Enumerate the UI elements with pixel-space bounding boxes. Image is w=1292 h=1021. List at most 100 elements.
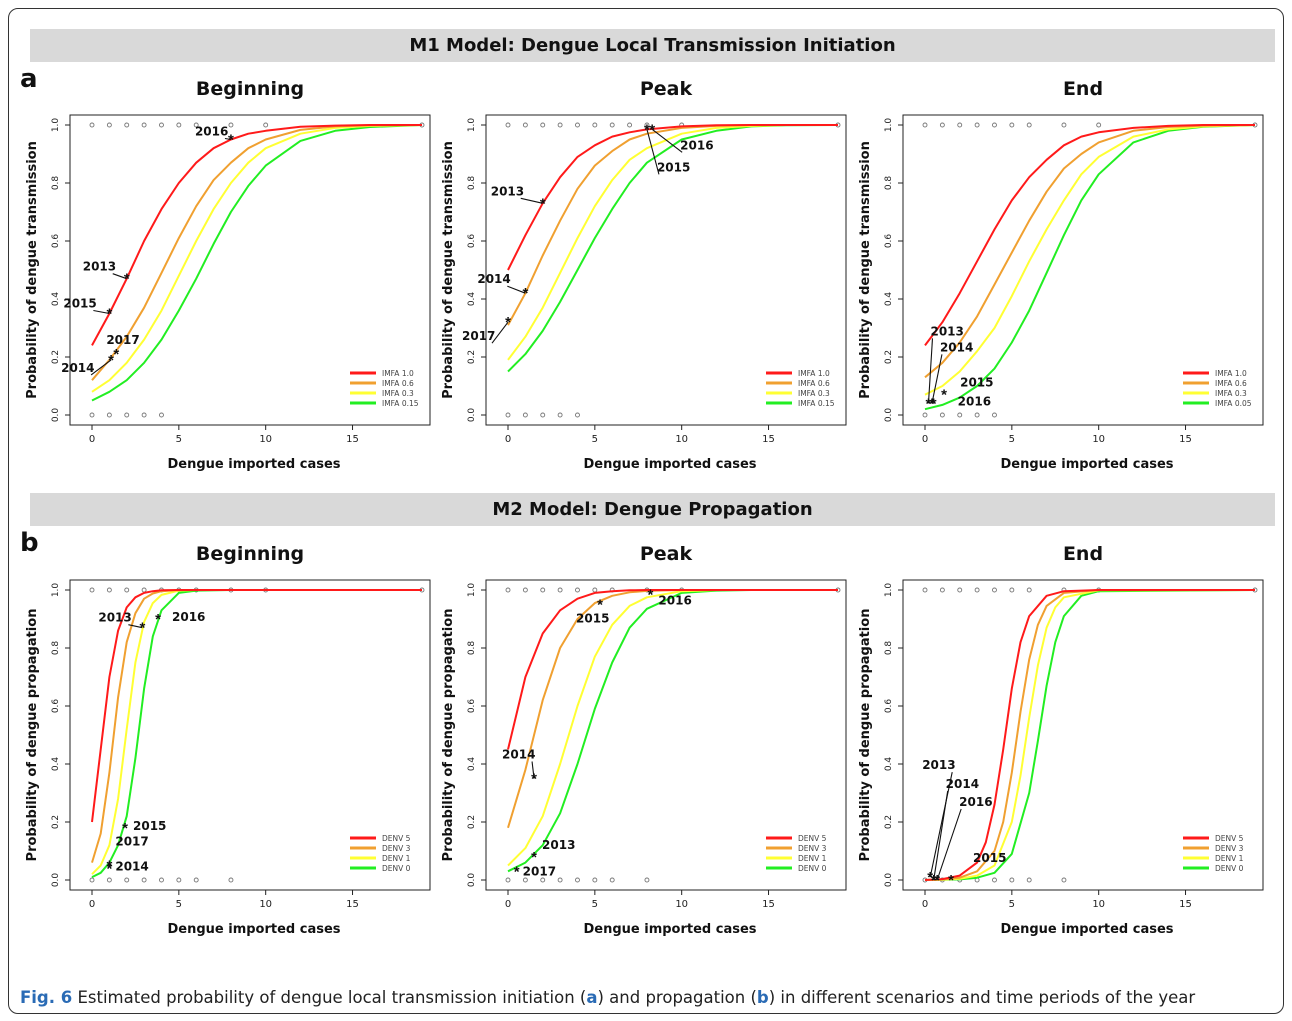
y-tick-label: 0.2: [884, 350, 894, 364]
year-point-label: 2013: [922, 758, 955, 772]
caption-lead: Fig. 6: [20, 988, 73, 1007]
observation-point: [644, 122, 650, 128]
series-line: [924, 589, 1255, 881]
series-line: [507, 124, 838, 271]
year-point-label: 2017: [115, 835, 148, 849]
point-leader-line: [651, 128, 683, 153]
y-axis-label: Probability of dengue transmission: [858, 141, 873, 399]
x-tick-label: 5: [176, 899, 182, 910]
y-tick-label: 0.2: [467, 350, 477, 364]
legend-label: DENV 5: [382, 834, 411, 843]
legend-label: DENV 3: [1215, 844, 1244, 853]
y-tick-label: 1.0: [884, 118, 894, 133]
x-tick-label: 0: [922, 434, 928, 445]
observation-point: [557, 877, 563, 883]
x-tick-label: 15: [346, 434, 359, 445]
observation-point: [540, 412, 546, 418]
observation-point: [193, 877, 199, 883]
caption-part-bold: a: [586, 988, 598, 1007]
observation-point: [159, 122, 164, 128]
observation-point: [106, 122, 112, 128]
y-tick-label: 0.4: [884, 757, 894, 772]
observation-point: [106, 877, 112, 883]
chart-m1-beginning: Beginning 0.0 0.2 0.4 0.6 0.8 1.0 0 5 10 15 Dengue …: [22, 75, 442, 475]
year-point-label: 2016: [958, 394, 991, 408]
x-axis-label: Dengue imported cases: [167, 922, 340, 937]
observation-point: [176, 877, 182, 883]
caption-text: Estimated probability of dengue local tr…: [72, 988, 1195, 1007]
point-leader-line: [224, 137, 232, 141]
legend-label: DENV 3: [798, 844, 827, 853]
y-axis-label: Probability of dengue propagation: [858, 609, 873, 862]
y-tick-label: 0.4: [467, 757, 477, 772]
y-tick-label: 0.6: [51, 699, 61, 714]
x-tick-label: 5: [592, 899, 598, 910]
year-point-marker: *: [139, 620, 145, 637]
year-point-marker: *: [931, 872, 937, 889]
x-tick-label: 0: [505, 899, 511, 910]
observation-point: [1009, 122, 1015, 128]
year-point-label: 2014: [502, 748, 535, 762]
series-line: [507, 124, 838, 326]
y-tick-label: 0.6: [467, 699, 477, 714]
observation-point: [522, 412, 528, 418]
y-axis-label: Probability of dengue propagation: [441, 609, 456, 862]
observation-point: [522, 877, 528, 883]
year-point-label: 2016: [680, 138, 713, 152]
year-point-label: 2013: [98, 611, 131, 625]
x-tick-label: 10: [259, 899, 272, 910]
observation-point: [974, 587, 980, 593]
observation-point: [540, 877, 546, 883]
series-line: [507, 124, 838, 361]
y-tick-label: 1.0: [51, 583, 61, 598]
plot-frame: [69, 579, 431, 891]
y-tick-label: 0.8: [467, 176, 477, 191]
y-tick-label: 0.4: [884, 292, 894, 307]
observation-point: [992, 587, 997, 593]
observation-point: [124, 877, 130, 883]
y-tick-label: 0.6: [884, 234, 894, 249]
point-leader-line: [931, 354, 943, 404]
year-point-marker: *: [505, 314, 511, 331]
y-tick-label: 0.6: [51, 234, 61, 249]
y-tick-label: 0.2: [51, 350, 61, 364]
observation-point: [1061, 122, 1067, 128]
y-tick-label: 0.4: [467, 292, 477, 307]
observation-point: [106, 412, 112, 418]
observation-point: [1009, 877, 1015, 883]
chart-m2-beginning: Beginning 0.0 0.2 0.4 0.6 0.8 1.0 0 5 10 15 Dengue …: [22, 540, 442, 940]
legend-label: DENV 1: [382, 854, 411, 863]
plot-frame: [485, 114, 847, 426]
point-leader-line: [112, 273, 127, 280]
x-tick-label: 10: [1092, 899, 1105, 910]
x-tick-label: 0: [922, 899, 928, 910]
y-tick-label: 0.0: [884, 873, 894, 888]
observation-point: [124, 122, 130, 128]
observation-point: [540, 122, 546, 128]
point-leader-line: [933, 790, 949, 881]
x-tick-label: 5: [1009, 434, 1015, 445]
observation-point: [505, 587, 511, 593]
x-tick-label: 15: [1179, 899, 1192, 910]
year-point-label: 2016: [195, 125, 228, 139]
chart-title: Peak: [640, 78, 693, 100]
chart-m1-peak: Peak 0.0 0.2 0.4 0.6 0.8 1.0 0 5 10 15 Dengue impor…: [438, 75, 858, 475]
y-tick-label: 1.0: [51, 118, 61, 133]
y-tick-label: 0.0: [51, 873, 61, 888]
x-tick-label: 15: [762, 434, 775, 445]
y-tick-label: 0.0: [467, 408, 477, 423]
series-line: [924, 124, 1256, 396]
year-point-label: 2014: [477, 272, 510, 286]
x-axis-label: Dengue imported cases: [583, 922, 756, 937]
point-leader-line: [93, 309, 110, 315]
year-point-label: 2014: [61, 361, 94, 375]
observation-point: [505, 877, 511, 883]
observation-point: [644, 877, 650, 883]
year-point-label: 2016: [658, 593, 691, 607]
chart-title: Beginning: [196, 78, 304, 100]
observation-point: [1026, 122, 1032, 128]
year-point-label: 2013: [83, 260, 116, 274]
observation-point: [141, 122, 147, 128]
observation-point: [957, 412, 963, 418]
series-line: [507, 589, 838, 873]
